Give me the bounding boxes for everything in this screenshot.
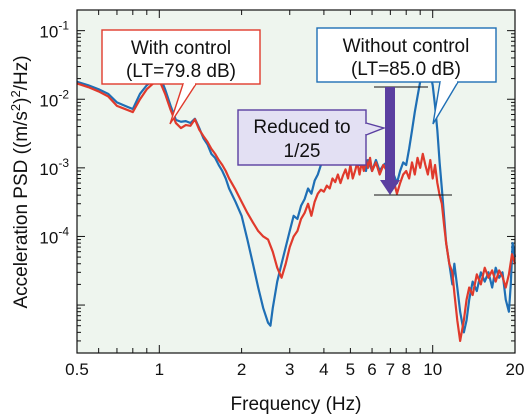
- with-control-leader: [169, 83, 197, 125]
- y-axis-label-end: /Hz): [11, 55, 32, 90]
- y-axis-label-sup: 2: [8, 104, 23, 111]
- x-tick-label: 8: [401, 360, 410, 379]
- x-tick-label: 10: [423, 360, 442, 379]
- series-with-control: [76, 79, 517, 343]
- without-control-box: [316, 27, 497, 83]
- y-tick-label: 10-2: [39, 87, 69, 110]
- y-tick-label: 10-4: [39, 224, 69, 247]
- x-tick-label: 3: [285, 360, 294, 379]
- without-control-line1: Without control: [343, 36, 470, 57]
- y-tick-exp: -2: [58, 87, 69, 101]
- x-tick-label: 5: [346, 360, 355, 379]
- y-tick-exp: -4: [58, 224, 69, 238]
- y-tick-exp: -3: [58, 156, 69, 170]
- with-control-line2: (LT=79.8 dB): [126, 61, 236, 82]
- y-axis-label: Acceleration PSD ((m/s2)2/Hz): [8, 55, 32, 308]
- reduced-pointer: [365, 122, 387, 136]
- y-axis-label-tail: ): [11, 98, 32, 104]
- with-control-callout: With control (LT=79.8 dB): [101, 29, 261, 125]
- y-axis-label-main: Acceleration PSD ((m/s: [11, 111, 32, 308]
- x-axis-label: Frequency (Hz): [231, 394, 362, 415]
- reduced-line1: Reduced to: [253, 117, 350, 138]
- x-tick-label: 2: [237, 360, 246, 379]
- reduced-line2: 1/25: [284, 141, 321, 162]
- y-axis-label-sup2: 2: [8, 90, 23, 97]
- x-tick-label: 6: [367, 360, 376, 379]
- axis-ticks: [76, 9, 516, 354]
- reduction-arrow-head: [380, 180, 400, 195]
- y-tick-base: 10: [39, 91, 58, 110]
- y-tick-exp: -1: [58, 19, 69, 33]
- reduction-arrow-shaft: [385, 87, 395, 180]
- with-control-box: [101, 29, 261, 85]
- y-tick-label: 10-1: [39, 19, 69, 42]
- plot-frame: [76, 9, 516, 354]
- without-control-line2: (LT=85.0 dB): [351, 59, 461, 80]
- x-tick-label: 20: [506, 360, 525, 379]
- y-tick-labels: 10-110-210-310-4: [39, 19, 69, 248]
- y-tick-label: 10-3: [39, 156, 69, 179]
- reduced-box: [237, 109, 367, 166]
- x-tick-label: 1: [155, 360, 164, 379]
- y-tick-base: 10: [39, 160, 58, 179]
- reduced-callout: Reduced to 1/25: [237, 109, 387, 166]
- with-control-line1: With control: [131, 38, 231, 59]
- x-tick-label: 4: [319, 360, 328, 379]
- x-tick-label: 0.5: [65, 360, 89, 379]
- x-tick-labels: 0.5 1 2 3 4 5 6 7 8 10 20: [65, 360, 524, 379]
- without-control-callout: Without control (LT=85.0 dB): [316, 27, 497, 125]
- x-tick-label: 7: [386, 360, 395, 379]
- without-control-leader: [432, 81, 459, 125]
- y-tick-base: 10: [39, 228, 58, 247]
- y-tick-base: 10: [39, 23, 58, 42]
